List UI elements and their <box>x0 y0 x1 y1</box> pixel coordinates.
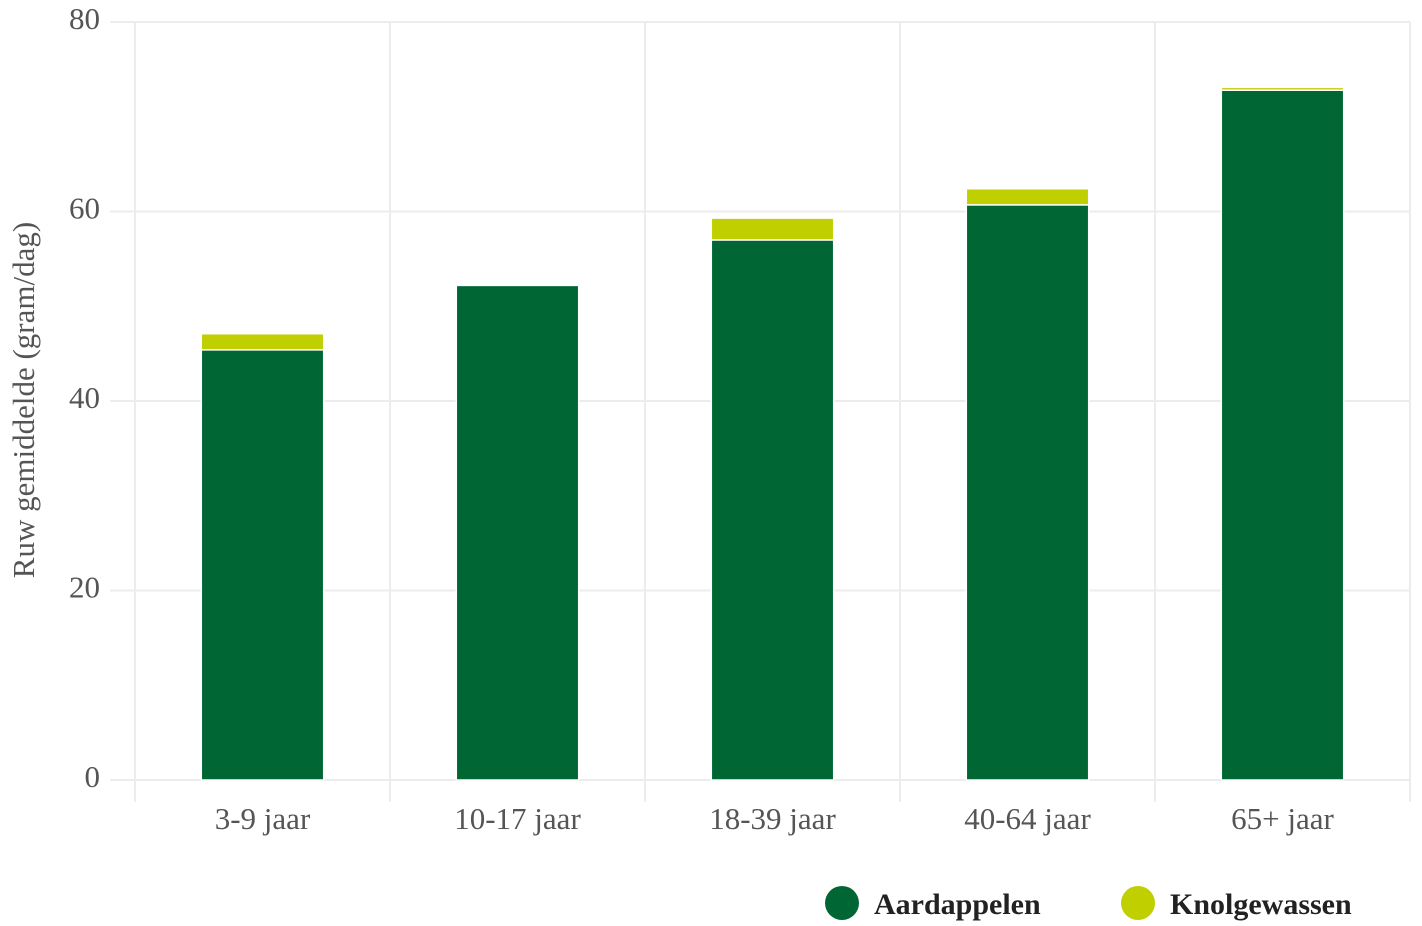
y-tick-label: 0 <box>85 759 101 794</box>
bar-segment <box>965 204 1090 781</box>
legend-label: Knolgewassen <box>1170 888 1352 921</box>
x-tick-label: 3-9 jaar <box>215 801 311 836</box>
bar-segment <box>200 349 325 781</box>
bar-segment <box>200 332 325 351</box>
legend-swatch <box>825 886 859 920</box>
bar-segment <box>1220 86 1345 91</box>
legend-swatch <box>1121 886 1155 920</box>
x-tick-label: 18-39 jaar <box>709 801 836 836</box>
bar-segment <box>710 217 835 241</box>
bar-segment <box>710 239 835 781</box>
y-tick-label: 80 <box>69 1 100 36</box>
bar-segment <box>1220 89 1345 781</box>
y-tick-label: 20 <box>69 570 100 605</box>
x-tick-label: 40-64 jaar <box>964 801 1091 836</box>
y-axis-label: Ruw gemiddelde (gram/dag) <box>6 222 41 578</box>
x-tick-label: 65+ jaar <box>1231 801 1334 836</box>
bar-segment <box>965 188 1090 206</box>
legend-label: Aardappelen <box>874 888 1041 921</box>
x-tick-label: 10-17 jaar <box>454 801 581 836</box>
bar-segment <box>455 284 580 781</box>
y-tick-label: 40 <box>69 380 100 415</box>
y-tick-label: 60 <box>69 191 100 226</box>
